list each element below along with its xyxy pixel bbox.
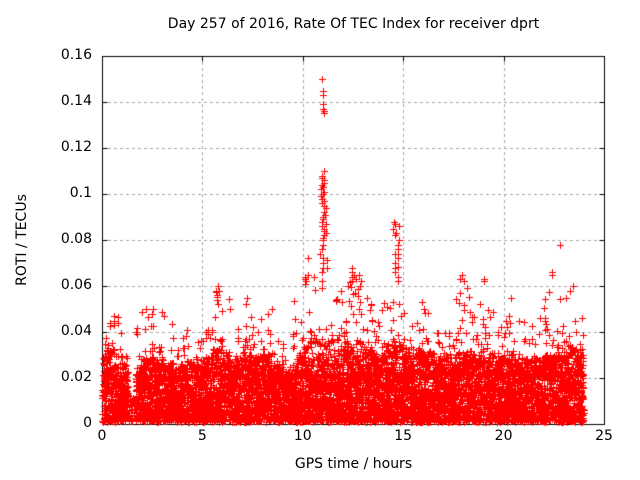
y-tick-label: 0.08	[60, 231, 92, 247]
y-tick-label: 0	[83, 415, 92, 431]
chart-title: Day 257 of 2016, Rate Of TEC Index for r…	[167, 16, 540, 32]
y-tick-label: 0.06	[60, 277, 92, 293]
y-tick-label: 0.04	[60, 323, 92, 339]
x-tick-label: 25	[595, 428, 613, 444]
x-tick-label: 15	[394, 428, 413, 444]
x-tick-label: 0	[97, 428, 107, 444]
y-tick-label: 0.12	[60, 139, 92, 155]
y-tick-label: 0.16	[60, 47, 92, 63]
x-tick-label: 10	[293, 428, 312, 444]
x-tick-label: 20	[494, 428, 513, 444]
x-tick-labels: 0 5 10 15 20 25	[0, 428, 640, 448]
x-axis-label: GPS time / hours	[294, 456, 413, 472]
x-tick-label: 5	[197, 428, 207, 444]
y-tick-label: 0.02	[60, 369, 92, 385]
y-tick-label: 0.14	[60, 93, 92, 109]
y-tick-label: 0.1	[69, 185, 92, 201]
y-tick-labels: 0 0.02 0.04 0.06 0.08 0.1 0.12 0.14 0.16	[0, 0, 92, 480]
